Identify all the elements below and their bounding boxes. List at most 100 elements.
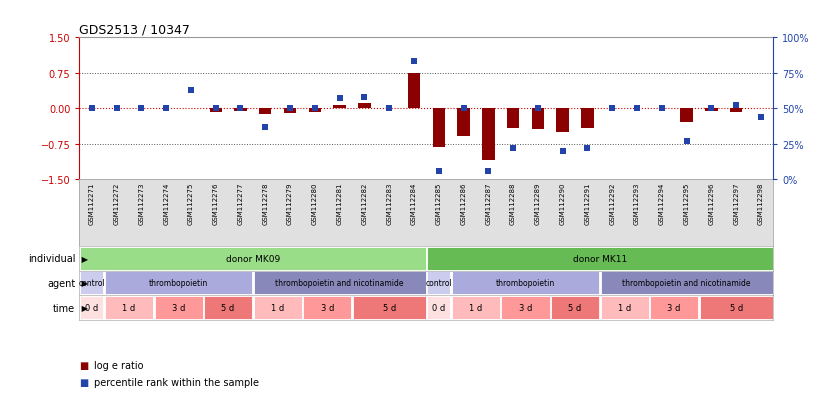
Bar <box>482 109 495 161</box>
Point <box>507 145 520 152</box>
Text: GSM112277: GSM112277 <box>237 182 243 224</box>
Bar <box>427 247 772 270</box>
Bar <box>358 103 370 109</box>
Bar <box>353 297 426 319</box>
Point <box>680 138 693 145</box>
Text: GSM112294: GSM112294 <box>659 182 665 224</box>
Point <box>135 106 148 112</box>
Point <box>754 114 767 121</box>
Bar <box>308 109 321 112</box>
Point <box>184 87 197 94</box>
Point <box>209 106 222 112</box>
Point <box>630 106 644 112</box>
Text: GSM112284: GSM112284 <box>411 182 417 224</box>
Text: GSM112279: GSM112279 <box>287 182 293 224</box>
Text: thrombopoietin and nicotinamide: thrombopoietin and nicotinamide <box>275 279 404 287</box>
Text: 5 d: 5 d <box>383 303 395 312</box>
Bar <box>210 109 222 112</box>
Text: GSM112280: GSM112280 <box>312 182 318 224</box>
Text: GSM112275: GSM112275 <box>188 182 194 224</box>
Bar <box>427 272 451 294</box>
Text: GSM112298: GSM112298 <box>758 182 764 224</box>
Point <box>258 124 272 131</box>
Text: GSM112297: GSM112297 <box>733 182 739 224</box>
Text: individual: individual <box>28 254 75 263</box>
Text: GSM112289: GSM112289 <box>535 182 541 224</box>
Text: time: time <box>54 303 75 313</box>
Text: GSM112295: GSM112295 <box>684 182 690 224</box>
Text: GSM112287: GSM112287 <box>486 182 492 224</box>
Text: 3 d: 3 d <box>519 303 533 312</box>
Point <box>333 96 346 102</box>
Text: 3 d: 3 d <box>667 303 681 312</box>
Text: donor MK09: donor MK09 <box>226 254 280 263</box>
Text: agent: agent <box>47 278 75 288</box>
Bar <box>557 109 568 133</box>
Text: ▶: ▶ <box>79 254 89 263</box>
Bar <box>452 297 500 319</box>
Text: donor MK11: donor MK11 <box>573 254 627 263</box>
Text: control: control <box>426 279 452 287</box>
Bar <box>303 297 351 319</box>
Point <box>110 106 123 112</box>
Point <box>234 106 247 112</box>
Bar <box>457 109 470 136</box>
Bar <box>551 297 599 319</box>
Point <box>383 106 396 112</box>
Text: GSM112296: GSM112296 <box>708 182 714 224</box>
Text: thrombopoietin: thrombopoietin <box>149 279 208 287</box>
Text: ■: ■ <box>79 361 89 370</box>
Bar <box>408 74 421 109</box>
Text: percentile rank within the sample: percentile rank within the sample <box>94 377 259 387</box>
Bar <box>259 109 272 115</box>
Bar <box>507 109 519 129</box>
Text: GSM112290: GSM112290 <box>559 182 566 224</box>
Point <box>581 145 594 152</box>
Text: GSM112271: GSM112271 <box>89 182 94 224</box>
Text: 3 d: 3 d <box>320 303 334 312</box>
Text: GSM112282: GSM112282 <box>361 182 367 224</box>
Bar <box>600 272 772 294</box>
Bar <box>155 297 202 319</box>
Point <box>531 106 544 112</box>
Bar <box>532 109 544 130</box>
Point <box>705 106 718 112</box>
Point <box>482 168 495 175</box>
Bar <box>427 297 451 319</box>
Bar <box>681 109 693 122</box>
Bar <box>502 297 549 319</box>
Bar <box>452 272 599 294</box>
Text: GSM112288: GSM112288 <box>510 182 516 224</box>
Bar <box>705 109 717 112</box>
Point <box>655 106 669 112</box>
Bar <box>432 109 445 148</box>
Point <box>456 106 470 112</box>
Text: 1 d: 1 d <box>271 303 284 312</box>
Text: GSM112283: GSM112283 <box>386 182 392 224</box>
Bar <box>234 109 247 112</box>
Bar <box>105 297 153 319</box>
Text: 3 d: 3 d <box>172 303 186 312</box>
Text: control: control <box>79 279 105 287</box>
Text: GSM112272: GSM112272 <box>114 182 120 224</box>
Text: GSM112274: GSM112274 <box>163 182 169 224</box>
Text: GSM112292: GSM112292 <box>609 182 615 224</box>
Point <box>358 94 371 101</box>
Text: log e ratio: log e ratio <box>94 361 144 370</box>
Text: 5 d: 5 d <box>730 303 742 312</box>
Bar <box>253 272 426 294</box>
Text: GSM112286: GSM112286 <box>461 182 466 224</box>
Bar <box>334 106 346 109</box>
Bar <box>284 109 296 114</box>
Bar <box>600 297 649 319</box>
Point <box>730 103 743 109</box>
Text: 1 d: 1 d <box>618 303 631 312</box>
Text: GDS2513 / 10347: GDS2513 / 10347 <box>79 24 191 37</box>
Point <box>407 59 421 65</box>
Bar <box>80 297 104 319</box>
Bar <box>80 247 426 270</box>
Bar <box>105 272 252 294</box>
Point <box>308 106 322 112</box>
Bar <box>204 297 252 319</box>
Text: GSM112273: GSM112273 <box>139 182 145 224</box>
